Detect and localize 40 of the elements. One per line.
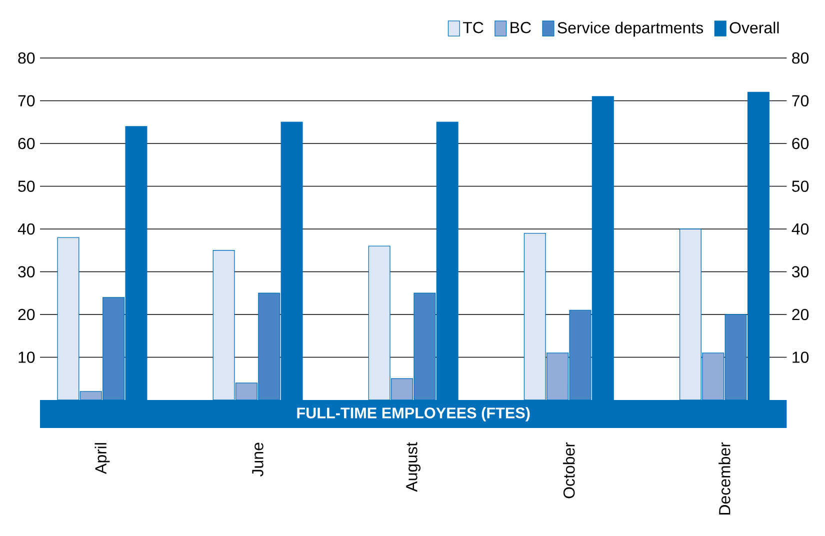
y-tick-label: 40	[18, 223, 35, 235]
bar	[546, 352, 569, 400]
y-tick-label: 30	[18, 266, 35, 278]
bar	[414, 292, 436, 400]
y2-tick-label: 10	[792, 352, 809, 363]
y2-tick-label: 60	[792, 138, 809, 150]
y-tick-label: 20	[18, 308, 35, 320]
bar	[258, 292, 280, 400]
x-tick-label: December	[718, 442, 730, 515]
bar	[524, 232, 546, 400]
x-tick-label: June	[252, 442, 264, 476]
y2-tick-label: 40	[792, 223, 809, 235]
bar	[368, 246, 390, 400]
y2-tick-label: 20	[792, 308, 809, 320]
x-tick-label: April	[94, 443, 110, 474]
bar	[679, 228, 702, 400]
legend-label: BC	[510, 22, 531, 34]
y-tick-label: 10	[18, 352, 35, 363]
y-tick-label: 70	[18, 95, 35, 106]
bar	[702, 352, 724, 400]
bar	[724, 314, 747, 400]
legend-label: Service departments	[558, 22, 704, 37]
bar	[212, 250, 235, 400]
x-tick-label: August	[406, 442, 421, 492]
x-tick-label: October	[563, 442, 575, 498]
legend-label: TC	[462, 22, 484, 34]
x-axis-title: FULL-TIME EMPLOYEES (FTES)	[297, 407, 530, 422]
legend-label: Overall	[730, 22, 779, 34]
y2-tick-label: 70	[792, 95, 809, 106]
y2-tick-label: 30	[792, 266, 809, 278]
bar	[391, 378, 413, 400]
y-tick-label: 80	[18, 52, 35, 64]
bar	[102, 297, 125, 400]
y-tick-label: 50	[18, 180, 35, 192]
y2-tick-label: 80	[792, 52, 809, 64]
bar	[569, 310, 592, 400]
y2-tick-label: 50	[792, 180, 809, 192]
bar	[235, 382, 258, 400]
bar	[57, 237, 80, 400]
y-tick-label: 60	[18, 138, 35, 150]
